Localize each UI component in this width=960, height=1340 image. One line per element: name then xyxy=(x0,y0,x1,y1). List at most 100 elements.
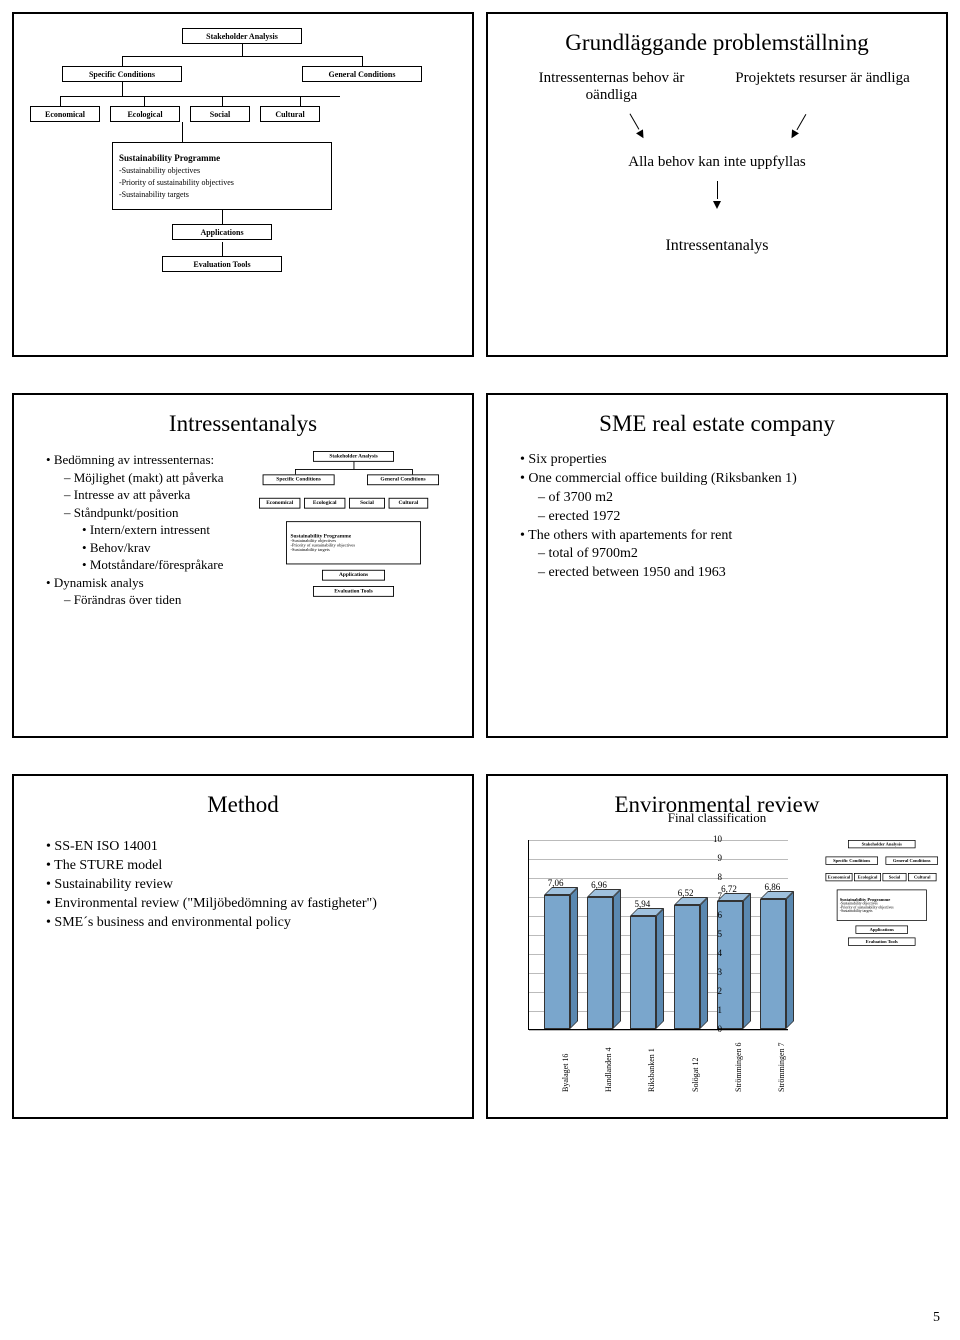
slide2-title: Grundläggande problemställning xyxy=(496,30,938,56)
bar-value-1: 6,96 xyxy=(584,880,614,890)
bar-value-4: 6,72 xyxy=(714,884,744,894)
s4-p2: One commercial office building (Riksbank… xyxy=(520,470,938,489)
mini-general: General Conditions xyxy=(367,474,439,485)
mini2-soc: Social xyxy=(883,873,907,881)
s3-b1: Bedömning av intressenternas: xyxy=(46,451,251,469)
slide-diagram-1: Stakeholder Analysis Specific Conditions… xyxy=(12,12,474,357)
slide2-left: Intressenternas behov är oändliga xyxy=(522,70,702,104)
xlabel-4: Strömmingen 6 xyxy=(734,1042,743,1092)
slide-method: Method SS-EN ISO 14001 The STURE model S… xyxy=(12,774,474,1119)
s3-b1c3: Motståndare/förespråkare xyxy=(46,556,251,574)
s3-b1a: Möjlighet (makt) att påverka xyxy=(46,469,251,487)
mini2-apps: Applications xyxy=(856,926,909,934)
s3-b1b: Intresse av att påverka xyxy=(46,486,251,504)
bar-value-3: 6,52 xyxy=(671,888,701,898)
fig-obj1: -Sustainability objectives xyxy=(119,166,200,175)
bar-value-5: 6,86 xyxy=(757,882,787,892)
mini2-eval: Evaluation Tools xyxy=(848,938,916,946)
mini-specific: Specific Conditions xyxy=(263,474,335,485)
mini-o3: -Sustainability targets xyxy=(291,548,330,553)
s4-p2a: of 3700 m2 xyxy=(520,489,938,508)
bar-5 xyxy=(760,899,786,1029)
fig-obj3: -Sustainability targets xyxy=(119,190,189,199)
s3-b1c1: Intern/extern intressent xyxy=(46,521,251,539)
slide-sme: SME real estate company Six properties O… xyxy=(486,393,948,738)
mini-apps: Applications xyxy=(322,570,385,581)
mini2-stakeholder: Stakeholder Analysis xyxy=(848,840,916,848)
mini2-progbox: Sustainability Programme -Sustainability… xyxy=(837,890,927,922)
bar-value-0: 7,06 xyxy=(541,878,571,888)
bar-2 xyxy=(630,916,656,1029)
fig-obj2: -Priority of sustainability objectives xyxy=(119,178,234,187)
mini-stakeholder: Stakeholder Analysis xyxy=(313,451,394,462)
s5-m3: Sustainability review xyxy=(46,876,464,895)
slide-problem: Grundläggande problemställning Intressen… xyxy=(486,12,948,357)
slide6-subtitle: Final classification xyxy=(496,810,938,826)
s3-b2a: Förändras över tiden xyxy=(46,591,251,609)
slide4-title: SME real estate company xyxy=(496,411,938,437)
ytick-10: 10 xyxy=(692,834,722,844)
slide-env-review: Environmental review Final classificatio… xyxy=(486,774,948,1119)
ytick-3: 3 xyxy=(692,967,722,977)
slide3-title: Intressentanalys xyxy=(22,411,464,437)
mini2-ecol: Ecological xyxy=(854,873,881,881)
s3-b1c: Ståndpunkt/position xyxy=(46,504,251,522)
xlabel-5: Strömmingen 7 xyxy=(777,1042,786,1092)
fig-programme: Sustainability Programme xyxy=(119,153,220,163)
s5-m2: The STURE model xyxy=(46,857,464,876)
bar-1 xyxy=(587,897,613,1029)
xlabel-3: Solögat 12 xyxy=(691,1058,700,1092)
mini2-gen: General Conditions xyxy=(886,857,939,865)
slide2-final: Intressentanalys xyxy=(496,237,938,255)
s4-p2b: erected 1972 xyxy=(520,508,938,527)
s4-p3b: erected between 1950 and 1963 xyxy=(520,564,938,583)
s4-p3a: total of 9700m2 xyxy=(520,545,938,564)
ytick-1: 1 xyxy=(692,1005,722,1015)
slide2-mid: Alla behov kan inte uppfyllas xyxy=(496,154,938,171)
mini-eval: Evaluation Tools xyxy=(313,586,394,597)
mini-ecol: Ecological xyxy=(304,498,345,509)
fig-programme-box: Sustainability Programme -Sustainability… xyxy=(112,142,332,210)
mini-cultural: Cultural xyxy=(389,498,429,509)
xlabel-0: Byalaget 16 xyxy=(561,1054,570,1092)
fig-cultural: Cultural xyxy=(260,106,320,122)
xlabel-1: Handlanden 4 xyxy=(604,1047,613,1092)
ytick-9: 9 xyxy=(692,853,722,863)
s5-m4: Environmental review ("Miljöbedömning av… xyxy=(46,895,464,914)
fig-applications: Applications xyxy=(172,224,272,240)
mini2-spec: Specific Conditions xyxy=(826,857,879,865)
bar-0 xyxy=(544,895,570,1029)
s5-m1: SS-EN ISO 14001 xyxy=(46,838,464,857)
fig-economical: Economical xyxy=(30,106,100,122)
mini-social: Social xyxy=(349,498,385,509)
mini-econ: Economical xyxy=(259,498,300,509)
s3-b2: Dynamisk analys xyxy=(46,574,251,592)
s5-m5: SME´s business and environmental policy xyxy=(46,914,464,933)
slide2-right: Projektets resurser är ändliga xyxy=(733,70,913,104)
xlabel-2: Riksbanken 1 xyxy=(647,1048,656,1092)
s4-p3: The others with apartements for rent xyxy=(520,527,938,546)
fig-evaluation: Evaluation Tools xyxy=(162,256,282,272)
ytick-4: 4 xyxy=(692,948,722,958)
fig-social: Social xyxy=(190,106,250,122)
ytick-2: 2 xyxy=(692,986,722,996)
fig-specific: Specific Conditions xyxy=(62,66,182,82)
bar-value-2: 5,94 xyxy=(627,899,657,909)
ytick-5: 5 xyxy=(692,929,722,939)
s4-p1: Six properties xyxy=(520,451,938,470)
s3-b1c2: Behov/krav xyxy=(46,539,251,557)
ytick-6: 6 xyxy=(692,910,722,920)
fig-ecological: Ecological xyxy=(110,106,180,122)
env-chart xyxy=(528,840,788,1030)
mini2-econ: Economical xyxy=(826,873,853,881)
ytick-0: 0 xyxy=(692,1024,722,1034)
slide-intressentanalys: Intressentanalys Bedömning av intressent… xyxy=(12,393,474,738)
mini-prog-box: Sustainability Programme -Sustainability… xyxy=(286,521,421,564)
mini2-o3: -Sustainability targets xyxy=(840,909,873,913)
slide5-title: Method xyxy=(22,792,464,818)
ytick-8: 8 xyxy=(692,872,722,882)
page-number: 5 xyxy=(933,1310,940,1326)
mini2-cul: Cultural xyxy=(908,873,937,881)
fig-stakeholder: Stakeholder Analysis xyxy=(182,28,302,44)
fig-general: General Conditions xyxy=(302,66,422,82)
